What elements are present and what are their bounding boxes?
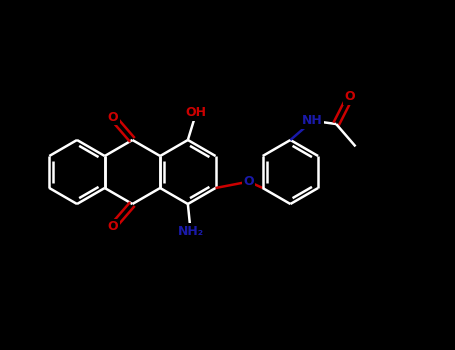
Text: OH: OH	[186, 106, 207, 119]
Text: NH₂: NH₂	[177, 225, 204, 238]
Text: O: O	[344, 90, 355, 103]
Text: O: O	[108, 220, 118, 233]
Text: O: O	[243, 175, 254, 188]
Text: O: O	[108, 111, 118, 124]
Text: NH: NH	[302, 114, 323, 127]
